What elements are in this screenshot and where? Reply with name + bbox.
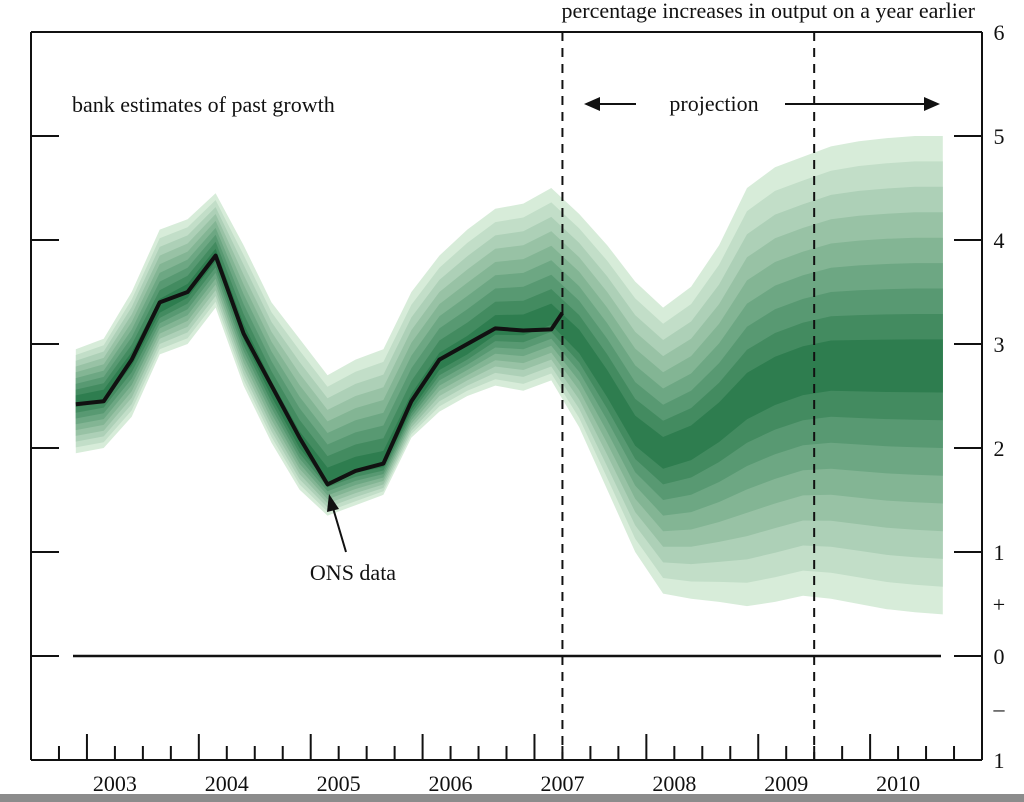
y-tick-label: 0	[994, 644, 1005, 669]
y-tick-label: 3	[994, 332, 1005, 357]
y-tick-label: –	[993, 696, 1006, 721]
fan-bands	[75, 136, 943, 615]
ons-data-line	[75, 253, 565, 487]
ons-arrow	[327, 494, 347, 553]
series	[75, 253, 565, 487]
x-tick-label: 2004	[205, 771, 249, 794]
x-tick-label: 2010	[876, 771, 920, 794]
y-tick-label: 2	[994, 436, 1005, 461]
x-tick-label: 2003	[93, 771, 137, 794]
ons-data-label: ONS data	[310, 560, 396, 585]
x-tick-label: 2008	[652, 771, 696, 794]
x-tick-label: 2009	[764, 771, 808, 794]
projection-arrow	[584, 97, 940, 111]
x-tick-label: 2007	[540, 771, 584, 794]
window-bottom-edge	[0, 794, 1024, 802]
y-tick-label: 4	[994, 228, 1005, 253]
projection-label: projection	[669, 91, 758, 116]
x-tick-label: 2005	[317, 771, 361, 794]
x-tick-label: 2006	[429, 771, 473, 794]
y-tick-label: 5	[994, 124, 1005, 149]
y-tick-label: 1	[994, 748, 1005, 773]
past-growth-label: bank estimates of past growth	[72, 92, 335, 117]
y-tick-label: 6	[994, 20, 1005, 45]
chart-title: percentage increases in output on a year…	[561, 0, 975, 23]
y-tick-label: +	[993, 592, 1005, 617]
y-tick-label: 1	[994, 540, 1005, 565]
ticks: 6 5 4 3 2 1 +0 – 1 2003 2004 2005 2006 2007 2008 2009 20…	[31, 20, 1006, 794]
